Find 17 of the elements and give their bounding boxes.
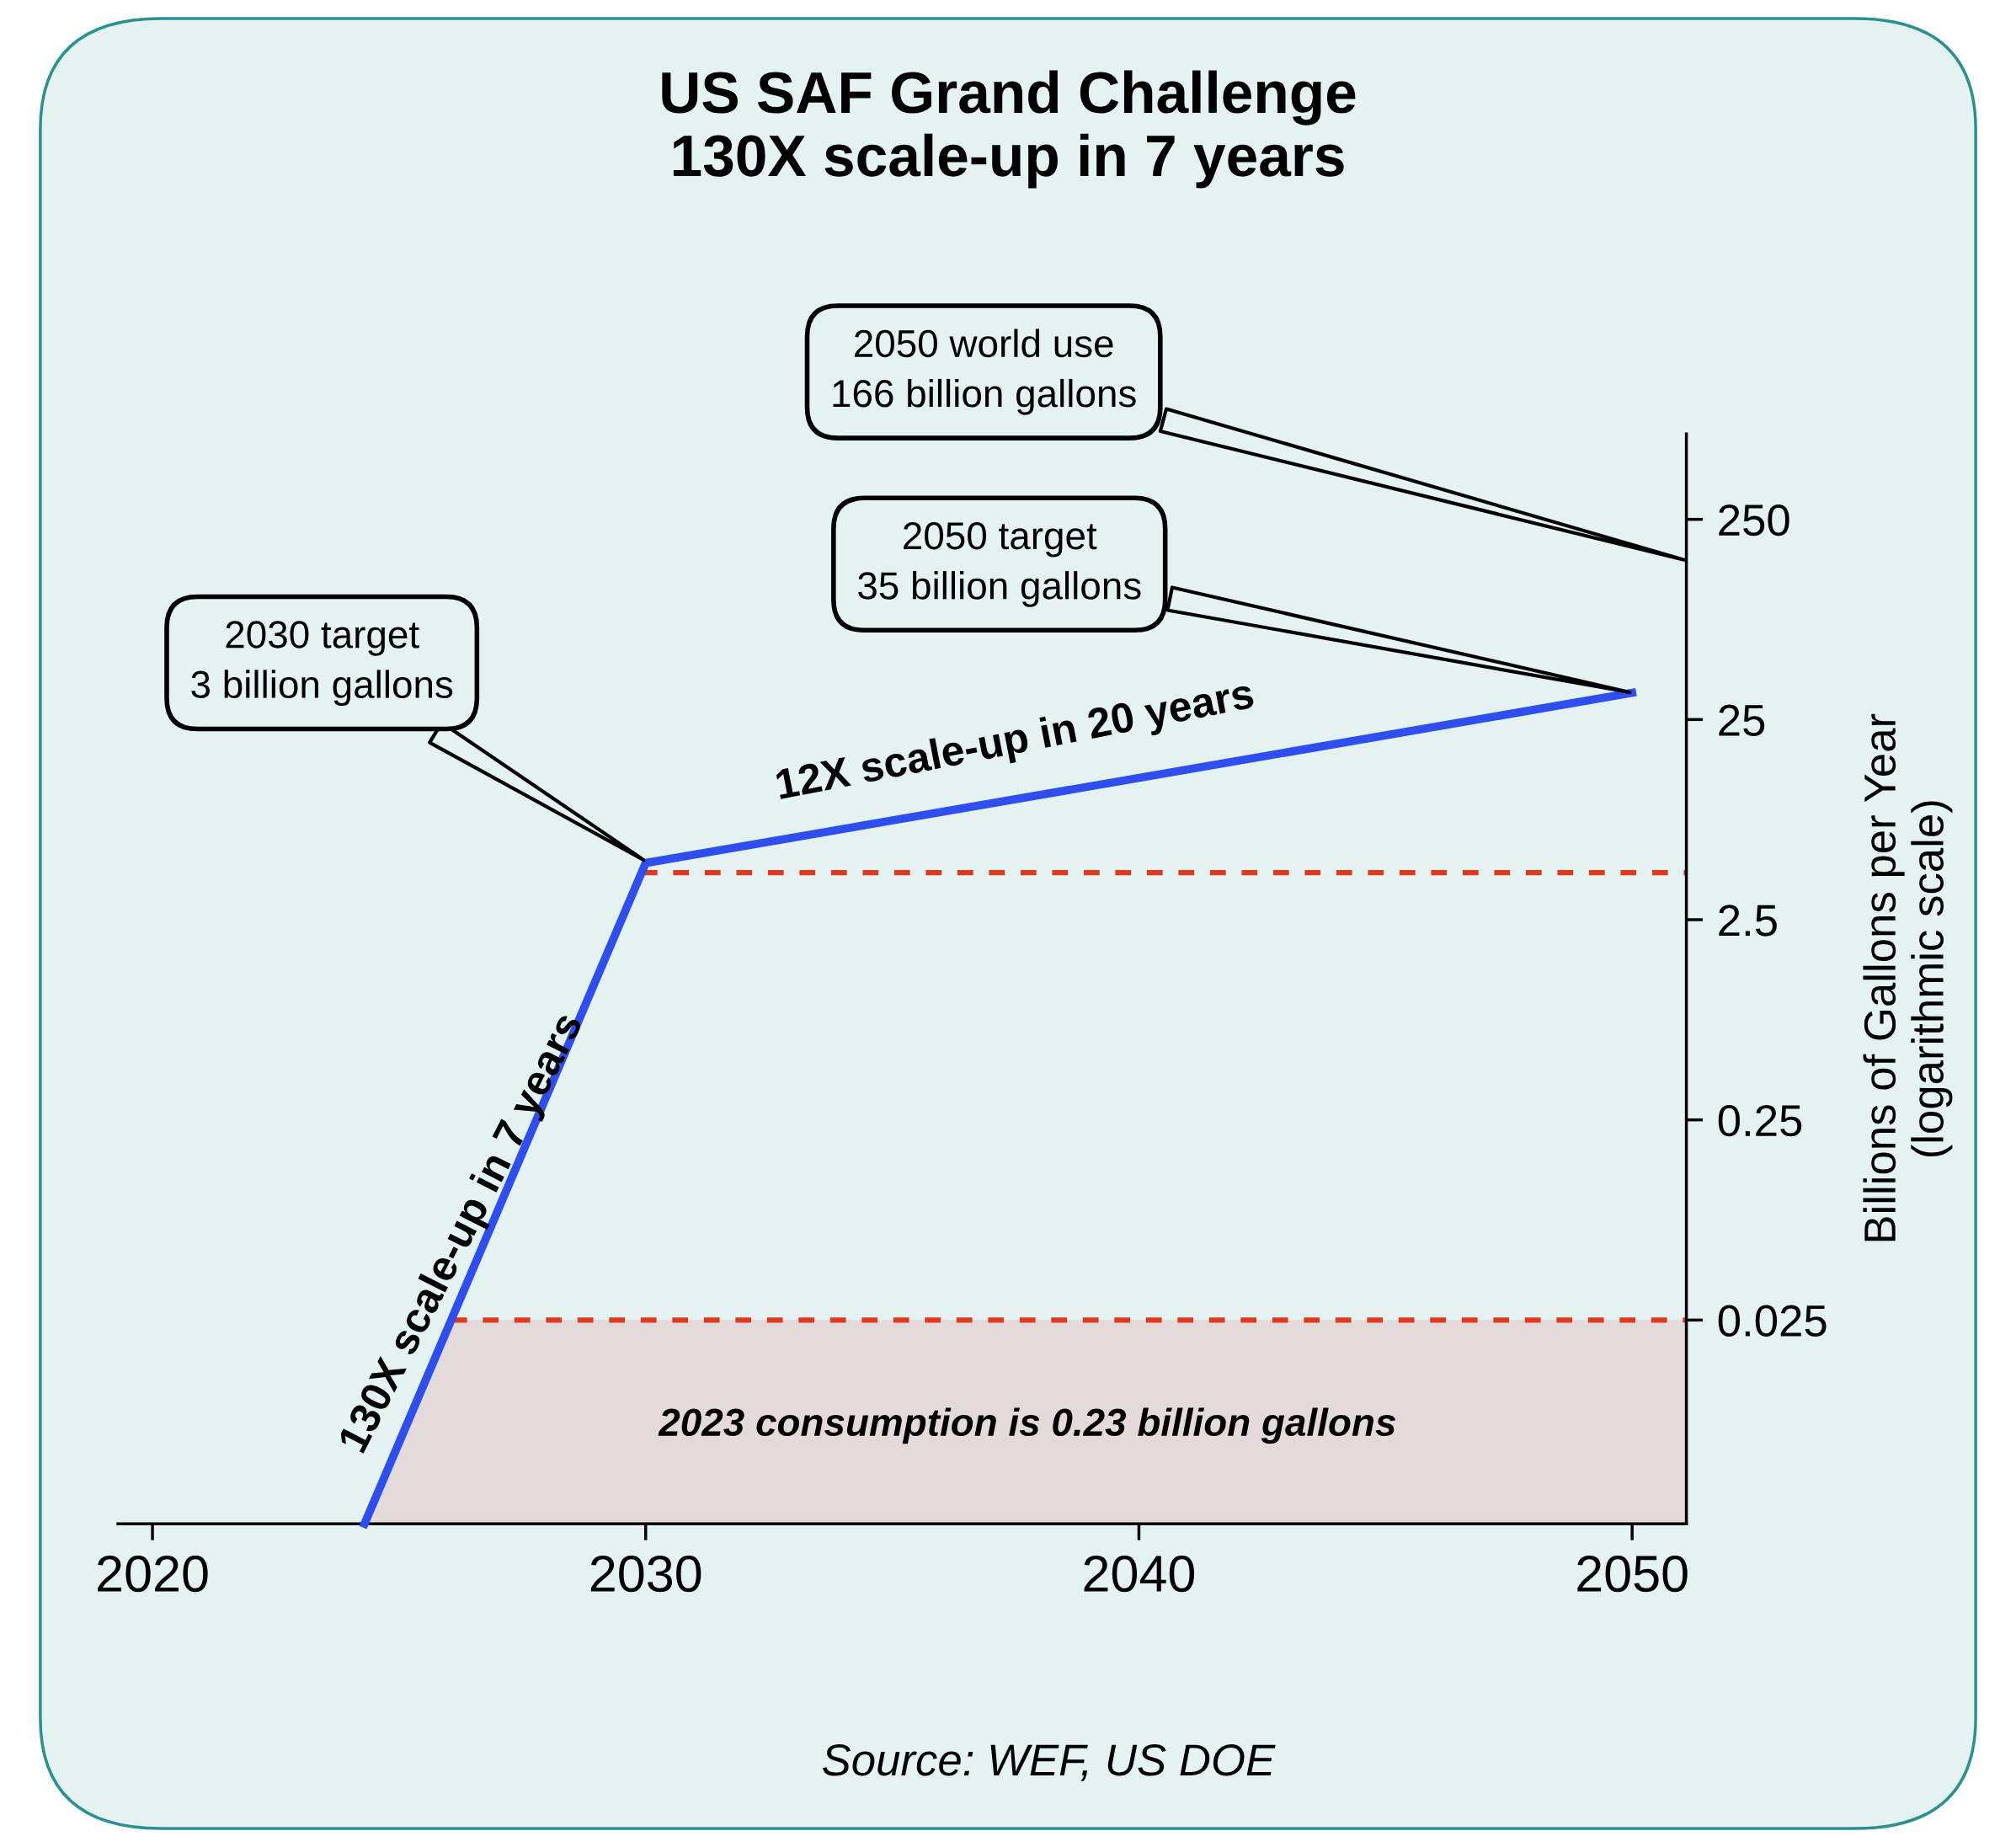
y-tick-label: 2.5 xyxy=(1719,905,1777,937)
y-tick-label: 250 xyxy=(1719,504,1789,536)
y-axis-title: Billions of Gallons per Year (logarithmic scale) xyxy=(1863,713,1953,1241)
x-tick-label: 2040 xyxy=(1084,1555,1195,1593)
annotation: 2030 target 3 billion gallons xyxy=(191,621,453,707)
y-tick-label: 0.025 xyxy=(1718,1305,1827,1337)
y-tick-label: 25 xyxy=(1719,704,1765,736)
annotation: 12X scale-up in 20 years xyxy=(775,676,1256,808)
band-label: 2023 consumption is 0.23 billion gallons xyxy=(658,1407,1395,1444)
text: 2050 world use 166 billion gallons xyxy=(833,328,1136,415)
chart-title: US SAF Grand Challenge 130X scale-up in 7 years xyxy=(662,70,1356,189)
x-tick-label: 2030 xyxy=(590,1555,701,1593)
x-tick-label: 2050 xyxy=(1577,1555,1688,1593)
y-tick-label: 0.25 xyxy=(1718,1104,1802,1137)
source-note: Source: WEF, US DOE xyxy=(823,1744,1276,1781)
x-tick-label: 2020 xyxy=(98,1555,208,1593)
annotation: 2050 target 35 billion gallons xyxy=(858,521,1141,607)
